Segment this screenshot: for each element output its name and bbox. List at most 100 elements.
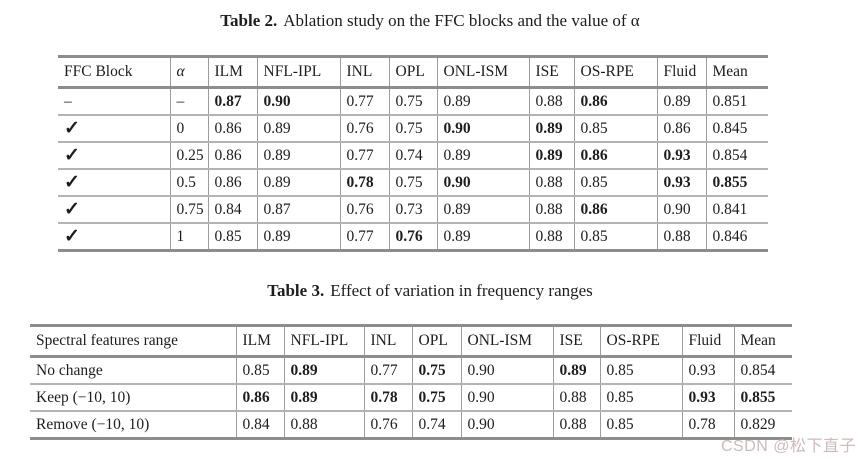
table-cell: 0.854 bbox=[733, 355, 792, 384]
table-cell: 0.841 bbox=[705, 195, 768, 223]
table-cell: 0.78 bbox=[363, 383, 412, 411]
table-cell: 0.89 bbox=[436, 141, 529, 169]
col-header: FFC Block bbox=[58, 56, 170, 89]
table-cell: 0.85 bbox=[573, 168, 657, 196]
table3-caption-label: Table 3. bbox=[267, 281, 325, 300]
table-cell: 0.84 bbox=[207, 195, 257, 223]
ffc-ablation-table: FFC Block α ILM NFL-IPL INL OPL ONL-ISM ISE OS-R… bbox=[58, 55, 768, 252]
table-cell: 0.86 bbox=[207, 141, 257, 169]
table-cell: 0.85 bbox=[573, 114, 657, 142]
table-cell: 0.90 bbox=[656, 195, 706, 223]
table-cell: 0.76 bbox=[339, 114, 389, 142]
table-row: Remove (−10, 10) 0.84 0.88 0.76 0.74 0.90 0.88… bbox=[30, 410, 792, 439]
table-cell: 0.93 bbox=[681, 355, 734, 384]
table-cell: 0.89 bbox=[283, 383, 364, 411]
col-header: ILM bbox=[235, 325, 284, 358]
table-cell: 0.74 bbox=[388, 141, 437, 169]
table-cell: 0.89 bbox=[656, 86, 706, 115]
table-cell: 0.88 bbox=[528, 195, 574, 223]
table-cell: 0.76 bbox=[388, 222, 437, 251]
table-cell: 0.90 bbox=[460, 383, 553, 411]
table-cell: No change bbox=[30, 355, 236, 384]
table-cell: 0.5 bbox=[169, 168, 208, 196]
table-row: ✓ 0.75 0.84 0.87 0.76 0.73 0.89 0.88 0.86 0.90 0.8… bbox=[58, 195, 768, 223]
table3-caption: Table 3. Effect of variation in frequency… bbox=[0, 252, 860, 302]
col-header: NFL-IPL bbox=[283, 325, 364, 358]
table2-caption-text: Ablation study on the FFC blocks and the… bbox=[283, 11, 640, 30]
table-cell: 0.87 bbox=[256, 195, 340, 223]
table-row: ✓ 1 0.85 0.89 0.77 0.76 0.89 0.88 0.85 0.88 0.846 bbox=[58, 222, 768, 251]
table-cell: 0.88 bbox=[283, 410, 364, 439]
table-cell: 0.89 bbox=[528, 114, 574, 142]
col-header: α bbox=[169, 56, 208, 89]
table-cell: 0.89 bbox=[256, 168, 340, 196]
table-cell: 0.855 bbox=[705, 168, 768, 196]
table-cell: 0.74 bbox=[411, 410, 461, 439]
table-cell: 0.854 bbox=[705, 141, 768, 169]
table-cell: 0.90 bbox=[256, 86, 340, 115]
table-cell: 0.88 bbox=[528, 86, 574, 115]
table-cell: 0.88 bbox=[528, 222, 574, 251]
table-row: Keep (−10, 10) 0.86 0.89 0.78 0.75 0.90 0.88 0.… bbox=[30, 383, 792, 411]
col-header: OPL bbox=[388, 56, 437, 89]
table-cell: 0.75 bbox=[411, 383, 461, 411]
table-cell: 0.84 bbox=[235, 410, 284, 439]
table-cell: 0.75 bbox=[411, 355, 461, 384]
table-cell: Remove (−10, 10) bbox=[30, 410, 236, 439]
checkmark-icon: ✓ bbox=[58, 222, 170, 251]
table-cell: 0.89 bbox=[256, 114, 340, 142]
table-cell: 0.89 bbox=[436, 195, 529, 223]
table-cell: 0.77 bbox=[339, 222, 389, 251]
table-cell: 0.85 bbox=[599, 410, 682, 439]
table-cell: 0.90 bbox=[460, 355, 553, 384]
table-cell: 0.89 bbox=[436, 222, 529, 251]
col-header: Fluid bbox=[656, 56, 706, 89]
table-cell: 0.846 bbox=[705, 222, 768, 251]
table-row: – –0.87 0.90 0.77 0.75 0.89 0.88 0.86 0.89 0.851 bbox=[58, 86, 768, 115]
table-cell: 0.85 bbox=[235, 355, 284, 384]
table3-header-row: Spectral features range ILM NFL-IPL INL OPL O… bbox=[30, 325, 792, 358]
checkmark-icon: ✓ bbox=[58, 168, 170, 196]
table2-caption: Table 2. Ablation study on the FFC blocks… bbox=[0, 0, 860, 32]
table-row: ✓ 0 0.86 0.89 0.76 0.75 0.90 0.89 0.85 0.86 0.845 bbox=[58, 114, 768, 142]
col-header: Mean bbox=[733, 325, 792, 358]
col-header: NFL-IPL bbox=[256, 56, 340, 89]
table-cell: – bbox=[58, 86, 170, 115]
col-header: ILM bbox=[207, 56, 257, 89]
table-row: ✓ 0.25 0.86 0.89 0.77 0.74 0.89 0.89 0.86 0.93 0.8… bbox=[58, 141, 768, 169]
table-cell: 0.88 bbox=[552, 410, 600, 439]
col-header: OS-RPE bbox=[599, 325, 682, 358]
table-cell: 0.90 bbox=[436, 168, 529, 196]
table-cell: 0.85 bbox=[573, 222, 657, 251]
table-cell: 0.90 bbox=[460, 410, 553, 439]
table-cell: 0.93 bbox=[656, 141, 706, 169]
watermark: CSDN @松下直子 bbox=[720, 438, 856, 455]
table-cell: 0.73 bbox=[388, 195, 437, 223]
table-cell: 0.77 bbox=[363, 355, 412, 384]
table2-header-row: FFC Block α ILM NFL-IPL INL OPL ONL-ISM ISE OS-R… bbox=[58, 56, 768, 89]
table-cell: 0.86 bbox=[656, 114, 706, 142]
table-cell: 0.829 bbox=[733, 410, 792, 439]
table-cell: 0.76 bbox=[339, 195, 389, 223]
table-cell: 0.86 bbox=[235, 383, 284, 411]
table-row: ✓ 0.5 0.86 0.89 0.78 0.75 0.90 0.88 0.85 0.93 0.85… bbox=[58, 168, 768, 196]
table-cell: 0 bbox=[169, 114, 208, 142]
table-cell: 0.89 bbox=[436, 86, 529, 115]
col-header: OS-RPE bbox=[573, 56, 657, 89]
table-cell: 0.88 bbox=[528, 168, 574, 196]
table-cell: 0.86 bbox=[207, 114, 257, 142]
col-header: OPL bbox=[411, 325, 461, 358]
frequency-range-table: Spectral features range ILM NFL-IPL INL OPL O… bbox=[30, 324, 792, 440]
table-cell: 0.78 bbox=[681, 410, 734, 439]
table-cell: 0.88 bbox=[552, 383, 600, 411]
table-cell: 0.75 bbox=[169, 195, 208, 223]
table-cell: 0.89 bbox=[283, 355, 364, 384]
col-header: Mean bbox=[705, 56, 768, 89]
table-cell: 0.855 bbox=[733, 383, 792, 411]
table-cell: 0.89 bbox=[256, 141, 340, 169]
table-cell: 0.85 bbox=[599, 383, 682, 411]
checkmark-icon: ✓ bbox=[58, 141, 170, 169]
table-cell: 0.75 bbox=[388, 114, 437, 142]
table-cell: 0.93 bbox=[656, 168, 706, 196]
